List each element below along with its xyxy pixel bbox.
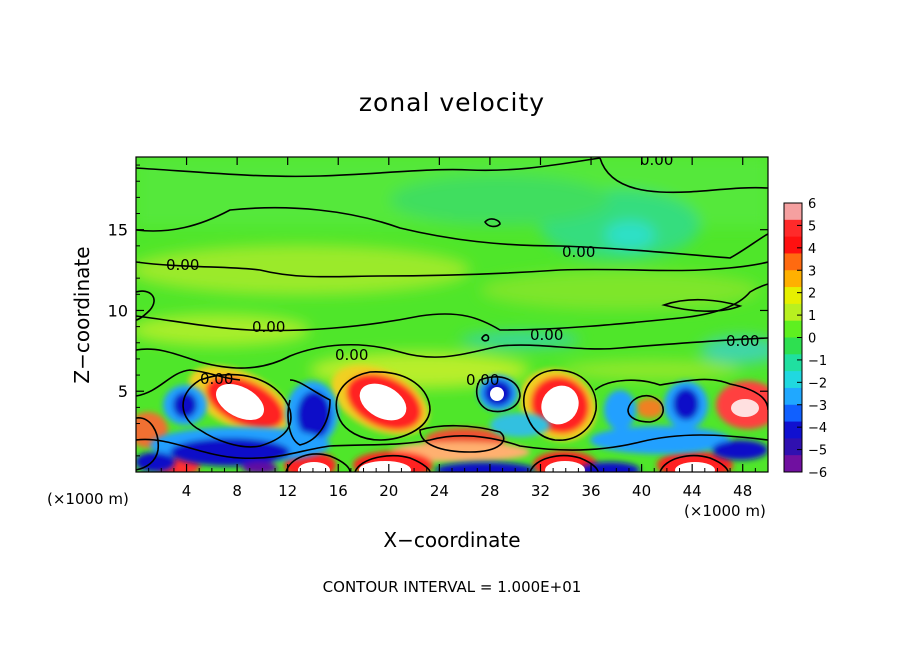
contour-label: 0.00 bbox=[166, 256, 199, 274]
y-tick-label: 15 bbox=[108, 221, 128, 240]
x-tick-label: 24 bbox=[430, 482, 449, 500]
colorbar-swatch bbox=[784, 219, 802, 238]
contour-interval-note: CONTOUR INTERVAL = 1.000E+01 bbox=[322, 578, 582, 596]
colorbar-swatch bbox=[784, 337, 802, 355]
y-axis-label: Z−coordinate bbox=[70, 246, 94, 384]
colorbar-tick-label: −2 bbox=[808, 376, 827, 391]
x-tick-label: 8 bbox=[232, 482, 242, 500]
colorbar-tick-label: 2 bbox=[808, 287, 816, 302]
x-axis: 4 8 12 16 20 24 28 32 36 40 44 48 bbox=[148, 157, 756, 500]
eddy-layer bbox=[136, 365, 768, 472]
x-axis-label-text: X−coordinate bbox=[383, 528, 521, 552]
colorbar-tick-label: 1 bbox=[808, 309, 816, 324]
colorbar-tick-label: −5 bbox=[808, 444, 827, 459]
colorbar-swatch bbox=[784, 387, 802, 406]
x-axis-label: X−coordinate bbox=[0, 528, 904, 552]
y-tick-label: 10 bbox=[108, 301, 128, 320]
colorbar-swatch bbox=[784, 287, 802, 305]
x-tick-label: 12 bbox=[278, 482, 297, 500]
x-tick-label: 16 bbox=[329, 482, 348, 500]
x-tick-label: 32 bbox=[531, 482, 550, 500]
colorbar-swatch bbox=[784, 421, 802, 439]
colorbar-swatch bbox=[784, 371, 802, 389]
colorbar-swatch bbox=[784, 303, 802, 322]
colorbar-tick-label: 3 bbox=[808, 264, 816, 279]
colorbar-swatch bbox=[784, 236, 802, 254]
colorbar-swatch bbox=[784, 270, 802, 288]
x-tick-label: 44 bbox=[683, 482, 702, 500]
x-tick-label: 36 bbox=[581, 482, 600, 500]
colorbar-tick-label: 5 bbox=[808, 219, 816, 234]
colorbar-swatch bbox=[784, 320, 802, 338]
colorbar-swatch bbox=[784, 354, 802, 372]
colorbar-tick-label: −6 bbox=[808, 466, 827, 481]
colorbar: 6 5 4 3 2 1 0 −1 −2 −3 −4 −5 −6 bbox=[783, 197, 827, 481]
x-scale-note-right: (×1000 m) bbox=[684, 502, 766, 520]
colorbar-tick-label: 6 bbox=[808, 197, 816, 212]
colorbar-swatch bbox=[784, 404, 802, 423]
contour-label: 0.00 bbox=[252, 318, 285, 336]
colorbar-swatch bbox=[784, 455, 802, 473]
contour-label: 0.00 bbox=[726, 332, 759, 350]
colorbar-swatch bbox=[784, 438, 802, 456]
contour-label: 0.00 bbox=[335, 346, 368, 364]
x-tick-label: 4 bbox=[182, 482, 192, 500]
colorbar-swatch bbox=[784, 203, 802, 221]
colorbar-swatch bbox=[784, 253, 802, 271]
x-tick-label: 20 bbox=[379, 482, 398, 500]
colorbar-tick-label: −1 bbox=[808, 354, 827, 369]
contour-label: 0.00 bbox=[200, 370, 233, 388]
x-tick-label: 28 bbox=[480, 482, 499, 500]
contour-label: 0.00 bbox=[562, 243, 595, 261]
zero-contours bbox=[136, 157, 768, 472]
x-tick-label: 40 bbox=[632, 482, 651, 500]
contour-label: 0.00 bbox=[530, 326, 563, 344]
velocity-field: 0.00 0.00 0.00 0.00 0.00 0.00 0.00 0.00 … bbox=[136, 151, 768, 472]
chart-title: zonal velocity bbox=[358, 88, 546, 117]
colorbar-tick-label: 4 bbox=[808, 242, 816, 257]
x-tick-label: 48 bbox=[733, 482, 752, 500]
y-axis: 5 10 15 bbox=[108, 164, 768, 457]
colorbar-tick-label: 0 bbox=[808, 332, 816, 347]
colorbar-tick-label: −3 bbox=[808, 399, 827, 414]
y-tick-label: 5 bbox=[118, 382, 128, 401]
contour-labels: 0.00 0.00 0.00 0.00 0.00 0.00 0.00 0.00 … bbox=[166, 151, 759, 389]
x-scale-note-left: (×1000 m) bbox=[47, 490, 129, 508]
contour-label: 0.00 bbox=[466, 371, 499, 389]
colorbar-tick-label: −4 bbox=[808, 421, 827, 436]
contour-label: 0.00 bbox=[640, 151, 673, 169]
